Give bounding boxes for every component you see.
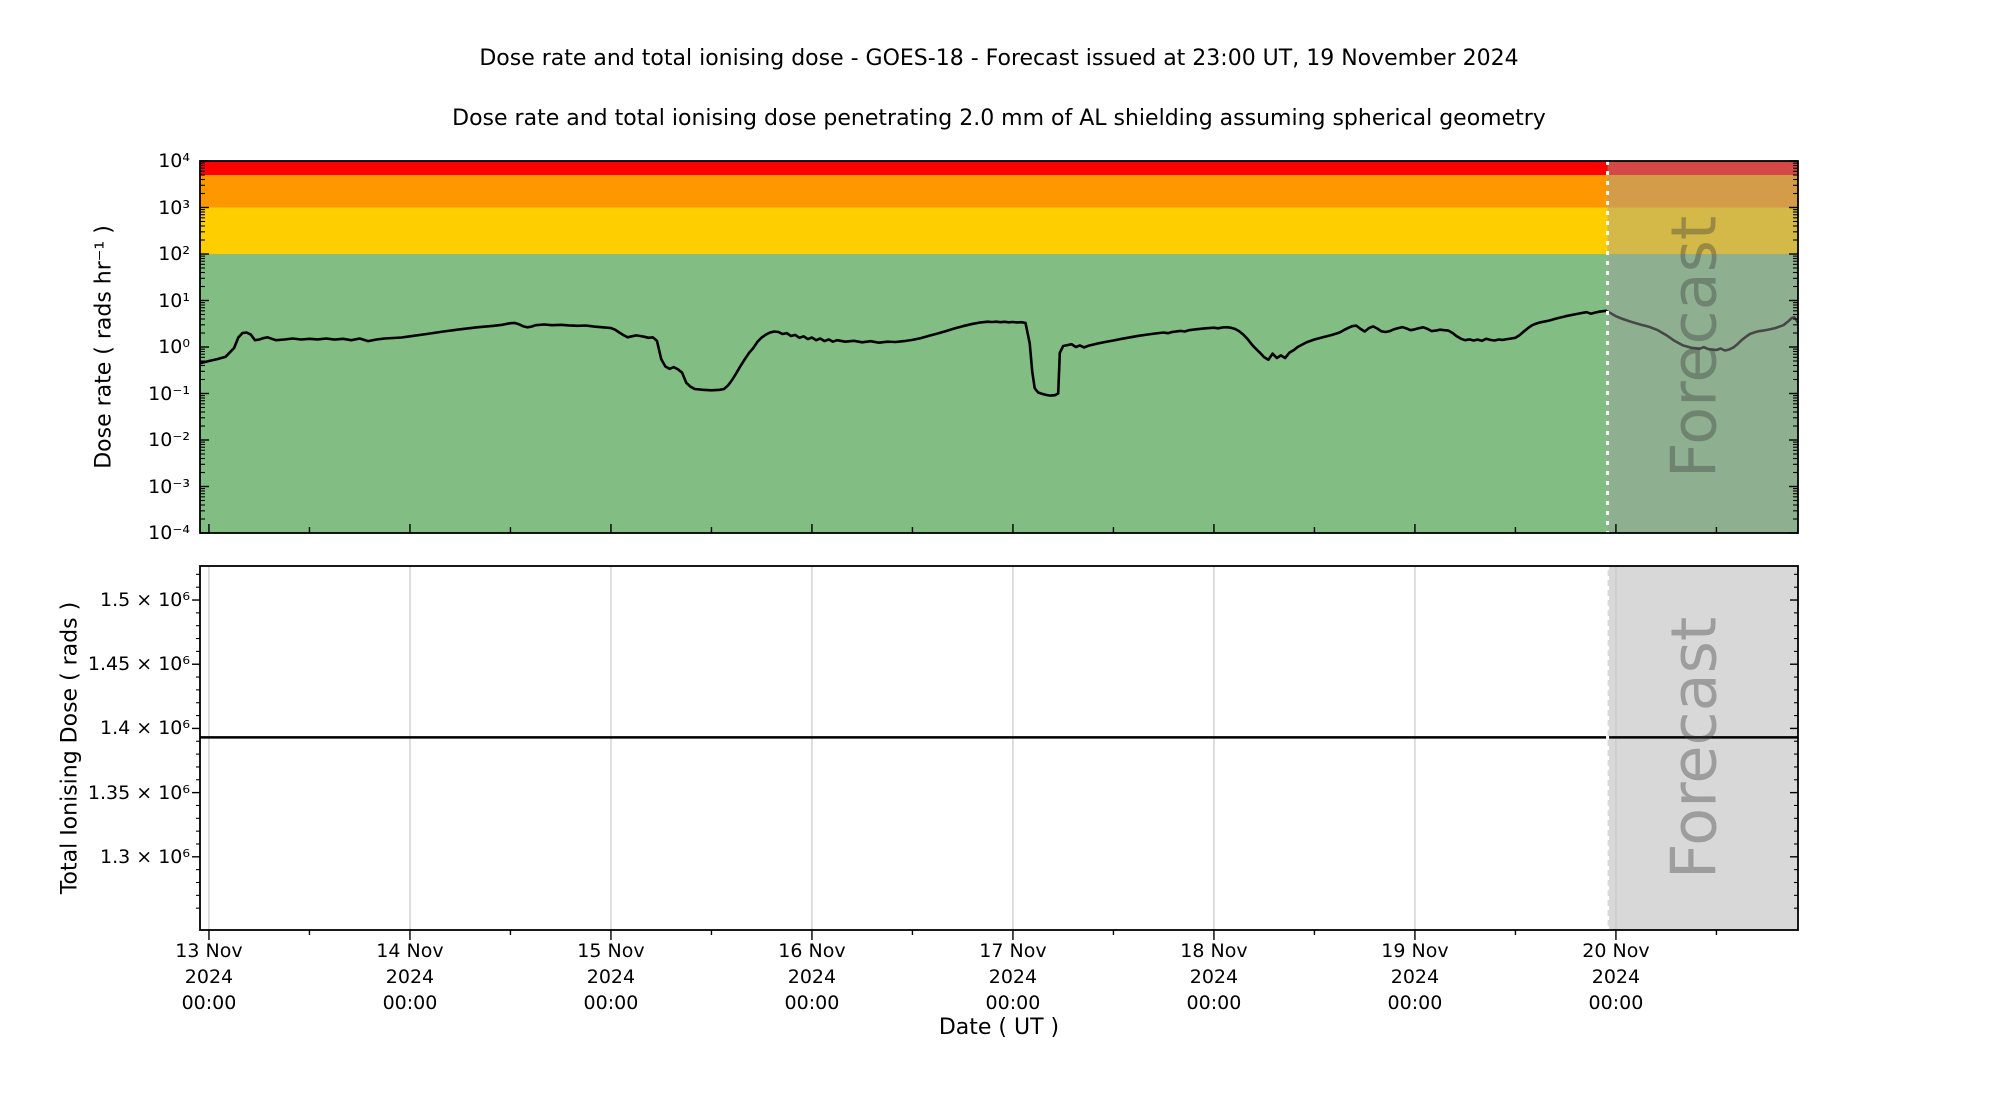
- tid-y-tick-label: 1.4 × 10⁶: [99, 717, 190, 740]
- dose-y-tick-label: 10¹: [158, 289, 190, 312]
- x-tick-line: 2024: [184, 966, 234, 988]
- x-tick-line: 2024: [586, 966, 636, 988]
- x-tick-line: 00:00: [181, 992, 237, 1014]
- x-tick-label: 16 Nov 2024 00:00: [737, 938, 887, 1016]
- x-tick-line: 13 Nov: [175, 940, 243, 962]
- x-tick-line: 00:00: [382, 992, 438, 1014]
- dose-y-tick-label: 10⁻¹: [148, 382, 190, 405]
- dose-band-yellow: [200, 207, 1798, 254]
- dose-y-tick-label: 10⁻⁴: [148, 522, 190, 544]
- x-tick-line: 00:00: [1387, 992, 1443, 1014]
- x-tick-line: 00:00: [583, 992, 639, 1014]
- x-tick-line: 2024: [988, 966, 1038, 988]
- x-tick-label: 15 Nov 2024 00:00: [536, 938, 686, 1016]
- forecast-region-top: [1607, 161, 1798, 533]
- dose-band-quiet: [200, 254, 1798, 533]
- x-tick-label: 14 Nov 2024 00:00: [335, 938, 485, 1016]
- forecast-region-bottom: [1607, 566, 1798, 930]
- dose-band-orange: [200, 174, 1798, 208]
- dose-rate-panel-frame: [199, 160, 1799, 534]
- dose-y-tick-label: 10³: [158, 196, 190, 219]
- chart-title: Dose rate and total ionising dose - GOES…: [479, 46, 1519, 71]
- x-tick-line: 16 Nov: [778, 940, 846, 962]
- x-tick-line: 00:00: [1588, 992, 1644, 1014]
- x-tick-line: 00:00: [1186, 992, 1242, 1014]
- dose-panel-border: [199, 160, 1799, 534]
- x-tick-line: 2024: [1390, 966, 1440, 988]
- tid-panel-border: [199, 565, 1799, 931]
- total-dose-panel: [200, 566, 1798, 930]
- x-tick-label: 19 Nov 2024 00:00: [1340, 938, 1490, 1016]
- forecast-watermark-top: Forecast: [1658, 216, 1731, 478]
- tid-y-tick-label: 1.5 × 10⁶: [99, 589, 190, 612]
- x-tick-line: 15 Nov: [577, 940, 645, 962]
- x-tick-line: 00:00: [985, 992, 1041, 1014]
- x-tick-line: 18 Nov: [1180, 940, 1248, 962]
- forecast-watermark-bottom: Forecast: [1658, 617, 1731, 879]
- tid-y-tick-label: 1.3 × 10⁶: [99, 845, 190, 868]
- chart-subtitle: Dose rate and total ionising dose penetr…: [452, 106, 1546, 131]
- x-tick-line: 2024: [385, 966, 435, 988]
- dose-y-tick-label: 10⁰: [158, 336, 190, 358]
- dose-y-tick-label: 10⁻²: [148, 429, 190, 451]
- x-tick-label: 18 Nov 2024 00:00: [1139, 938, 1289, 1016]
- x-tick-line: 19 Nov: [1381, 940, 1449, 962]
- x-tick-label: 17 Nov 2024 00:00: [938, 938, 1088, 1016]
- x-tick-line: 2024: [1591, 966, 1641, 988]
- dose-rate-panel: [200, 161, 1800, 533]
- dose-y-tick-label: 10⁴: [158, 150, 190, 172]
- x-tick-line: 17 Nov: [979, 940, 1047, 962]
- x-tick-line: 2024: [787, 966, 837, 988]
- x-axis-label: Date ( UT ): [938, 1015, 1060, 1040]
- dose-rate-line: [200, 309, 1800, 397]
- dose-y-tick-label: 10²: [158, 243, 190, 265]
- total-dose-panel-frame: [192, 565, 1799, 940]
- x-tick-line: 20 Nov: [1582, 940, 1650, 962]
- dose-y-tick-label: 10⁻³: [148, 475, 190, 498]
- dose-band-red: [200, 161, 1798, 175]
- x-tick-line: 00:00: [784, 992, 840, 1014]
- tid-y-tick-label: 1.35 × 10⁶: [87, 781, 190, 804]
- tid-y-tick-label: 1.45 × 10⁶: [87, 653, 190, 676]
- x-tick-line: 2024: [1189, 966, 1239, 988]
- x-tick-label: 20 Nov 2024 00:00: [1541, 938, 1691, 1016]
- x-tick-line: 14 Nov: [376, 940, 444, 962]
- x-tick-label: 13 Nov 2024 00:00: [134, 938, 284, 1016]
